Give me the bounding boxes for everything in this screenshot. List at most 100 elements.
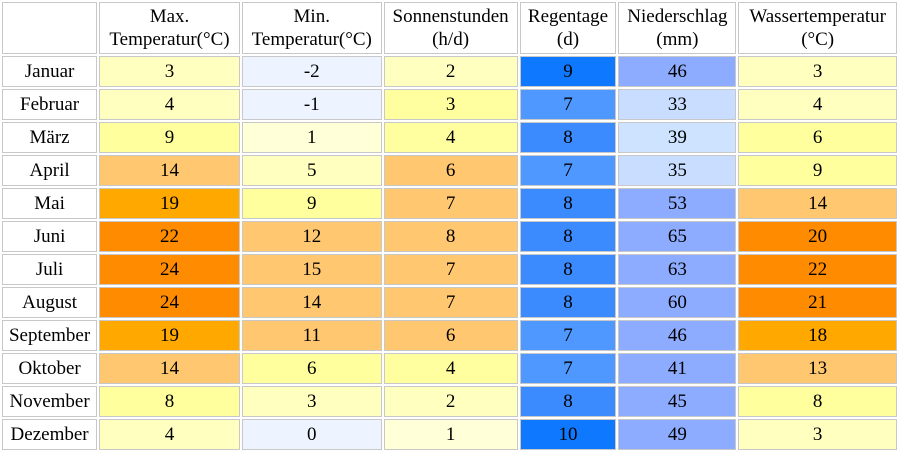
rain-days-cell: 8 — [519, 122, 617, 153]
header-row: Max. Temperatur(°C) Min. Temperatur(°C) So… — [2, 2, 897, 54]
table-row: Juli 24 15 7 8 63 22 — [2, 254, 897, 285]
water-temperature-cell: 14 — [738, 188, 897, 219]
sunshine-hours-cell: 4 — [383, 353, 518, 384]
rain-days-cell: 7 — [519, 353, 617, 384]
precipitation-cell: 35 — [618, 155, 737, 186]
rain-days-cell: 8 — [519, 188, 617, 219]
rain-days-cell: 8 — [519, 287, 617, 318]
sunshine-hours-cell: 1 — [383, 419, 518, 450]
max-temperature-cell: 3 — [99, 56, 240, 87]
month-label: Oktober — [2, 353, 98, 384]
table-row: Januar 3 -2 2 9 46 3 — [2, 56, 897, 87]
max-temperature-cell: 9 — [99, 122, 240, 153]
min-temperature-cell: 5 — [241, 155, 382, 186]
precipitation-cell: 33 — [618, 89, 737, 120]
header-line1: Sonnenstunden — [392, 6, 509, 27]
min-temperature-cell: 1 — [241, 122, 382, 153]
table-header: Max. Temperatur(°C) Min. Temperatur(°C) So… — [2, 2, 897, 54]
rain-days-cell: 9 — [519, 56, 617, 87]
water-temperature-cell: 3 — [738, 56, 897, 87]
table-row: Oktober 14 6 4 7 41 13 — [2, 353, 897, 384]
sunshine-hours-cell: 7 — [383, 188, 518, 219]
month-label: August — [2, 287, 98, 318]
month-label: Januar — [2, 56, 98, 87]
sunshine-hours-cell: 7 — [383, 287, 518, 318]
max-temperature-cell: 4 — [99, 89, 240, 120]
month-label: September — [2, 320, 98, 351]
header-line1: Niederschlag — [627, 6, 728, 27]
rain-days-cell: 7 — [519, 89, 617, 120]
month-label: Mai — [2, 188, 98, 219]
min-temperature-cell: 15 — [241, 254, 382, 285]
precipitation-cell: 63 — [618, 254, 737, 285]
min-temperature-cell: 14 — [241, 287, 382, 318]
precipitation-cell: 60 — [618, 287, 737, 318]
min-temperature-cell: -1 — [241, 89, 382, 120]
max-temperature-cell: 24 — [99, 287, 240, 318]
table-row: August 24 14 7 8 60 21 — [2, 287, 897, 318]
rain-days-cell: 10 — [519, 419, 617, 450]
min-temperature-cell: 6 — [241, 353, 382, 384]
header-line2: Temperatur(°C) — [251, 29, 372, 50]
max-temperature-cell: 14 — [99, 353, 240, 384]
month-label: November — [2, 386, 98, 417]
table-row: Mai 19 9 7 8 53 14 — [2, 188, 897, 219]
min-temperature-cell: 3 — [241, 386, 382, 417]
water-temperature-cell: 8 — [738, 386, 897, 417]
sunshine-hours-cell: 3 — [383, 89, 518, 120]
month-label: Juli — [2, 254, 98, 285]
water-temperature-cell: 9 — [738, 155, 897, 186]
water-temperature-cell: 21 — [738, 287, 897, 318]
water-temperature-cell: 18 — [738, 320, 897, 351]
max-temperature-cell: 14 — [99, 155, 240, 186]
min-temperature-cell: -2 — [241, 56, 382, 87]
min-temperature-cell: 11 — [241, 320, 382, 351]
precipitation-cell: 53 — [618, 188, 737, 219]
precipitation-cell: 46 — [618, 56, 737, 87]
month-label: Februar — [2, 89, 98, 120]
precipitation-cell: 46 — [618, 320, 737, 351]
header-line2: Temperatur(°C) — [109, 29, 230, 50]
table-row: April 14 5 6 7 35 9 — [2, 155, 897, 186]
max-temperature-cell: 4 — [99, 419, 240, 450]
header-line1: Max. — [149, 6, 190, 27]
sunshine-hours-cell: 7 — [383, 254, 518, 285]
month-label: Dezember — [2, 419, 98, 450]
table-row: Februar 4 -1 3 7 33 4 — [2, 89, 897, 120]
min-temperature-cell: 0 — [241, 419, 382, 450]
table-body: Januar 3 -2 2 9 46 3 Februar 4 -1 3 7 33 4 März 9 1 4 8 39 6… — [2, 56, 897, 450]
header-corner-cell — [2, 2, 98, 54]
header-rain-days: Regentage (d) — [519, 2, 617, 54]
water-temperature-cell: 6 — [738, 122, 897, 153]
max-temperature-cell: 24 — [99, 254, 240, 285]
header-line1: Wassertemperatur — [749, 6, 887, 27]
sunshine-hours-cell: 8 — [383, 221, 518, 252]
water-temperature-cell: 22 — [738, 254, 897, 285]
rain-days-cell: 7 — [519, 155, 617, 186]
table-row: Dezember 4 0 1 10 49 3 — [2, 419, 897, 450]
table-row: März 9 1 4 8 39 6 — [2, 122, 897, 153]
rain-days-cell: 8 — [519, 386, 617, 417]
header-line2: (°C) — [801, 29, 835, 50]
max-temperature-cell: 19 — [99, 188, 240, 219]
header-min-temperature: Min. Temperatur(°C) — [241, 2, 382, 54]
sunshine-hours-cell: 6 — [383, 320, 518, 351]
header-line2: (d) — [556, 29, 580, 50]
header-water-temperature: Wassertemperatur (°C) — [738, 2, 897, 54]
header-line1: Min. — [293, 6, 330, 27]
header-line2: (mm) — [656, 29, 699, 50]
table-row: Juni 22 12 8 8 65 20 — [2, 221, 897, 252]
precipitation-cell: 39 — [618, 122, 737, 153]
water-temperature-cell: 20 — [738, 221, 897, 252]
min-temperature-cell: 12 — [241, 221, 382, 252]
sunshine-hours-cell: 6 — [383, 155, 518, 186]
sunshine-hours-cell: 4 — [383, 122, 518, 153]
water-temperature-cell: 13 — [738, 353, 897, 384]
max-temperature-cell: 8 — [99, 386, 240, 417]
rain-days-cell: 8 — [519, 221, 617, 252]
water-temperature-cell: 3 — [738, 419, 897, 450]
rain-days-cell: 7 — [519, 320, 617, 351]
sunshine-hours-cell: 2 — [383, 56, 518, 87]
precipitation-cell: 41 — [618, 353, 737, 384]
